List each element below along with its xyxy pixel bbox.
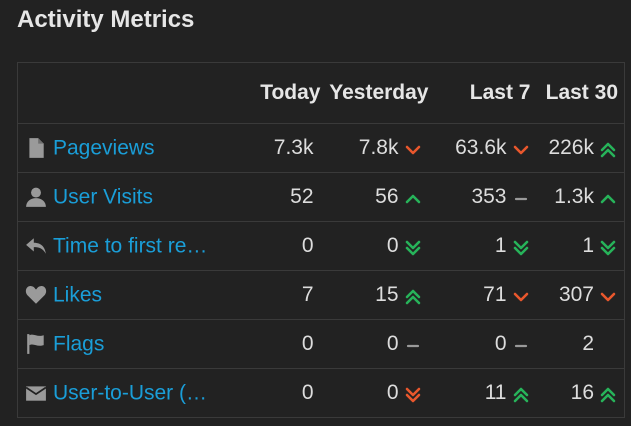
trend-empty	[598, 336, 618, 352]
trend-flat-icon	[511, 336, 531, 352]
metric-value[interactable]: 71	[483, 283, 507, 307]
trend-double-down-icon	[598, 238, 618, 256]
metric-value[interactable]: 7.8k	[358, 136, 399, 160]
metric-link[interactable]: Likes	[53, 283, 103, 307]
metric-value[interactable]: 63.6k	[455, 136, 507, 160]
envelope-icon	[25, 382, 47, 404]
metric-last30-cell: 1.3k	[536, 172, 625, 222]
trend-down-icon	[511, 287, 531, 303]
metric-value[interactable]: 307	[558, 283, 594, 307]
metric-label-cell: User-to-User (…	[17, 368, 251, 418]
reply-icon	[25, 235, 47, 257]
metric-value[interactable]: 16	[570, 381, 594, 405]
trend-double-up-icon	[403, 287, 423, 305]
header-last-7: Last 7	[469, 81, 531, 104]
trend-flat-icon	[403, 336, 423, 352]
heart-icon	[25, 284, 47, 306]
table-header-row: Today Yesterday Last 7 Last 30	[18, 63, 625, 124]
metric-link[interactable]: User Visits	[53, 185, 153, 209]
metric-link[interactable]: User-to-User (…	[53, 381, 208, 405]
trend-double-down-icon	[403, 385, 423, 403]
metric-value[interactable]: 0	[494, 332, 507, 356]
flag-icon	[25, 333, 47, 355]
trend-double-down-icon	[511, 238, 531, 256]
metric-today-cell: 0	[250, 221, 321, 271]
metric-last7-cell: 71	[428, 270, 537, 320]
table-row: Pageviews 7.3k 7.8k 63.6k 226k	[17, 123, 625, 173]
header-label-col	[18, 63, 251, 124]
trend-flat-icon	[511, 189, 531, 205]
metric-value[interactable]: 11	[484, 381, 507, 405]
trend-down-icon	[403, 140, 423, 156]
metric-today-cell: 52	[250, 172, 321, 222]
trend-down-icon	[598, 287, 618, 303]
metric-label-cell: Time to first re…	[17, 221, 251, 271]
header-yesterday: Yesterday	[329, 81, 429, 104]
file-icon	[25, 137, 47, 159]
table-row: Likes 7 15 71 307	[17, 270, 625, 320]
metric-last7-cell: 11	[428, 368, 537, 418]
header-today: Today	[260, 81, 321, 104]
metric-last7-cell: 1	[428, 221, 537, 271]
metric-today-cell: 7.3k	[250, 123, 321, 173]
metric-value[interactable]: 1.3k	[554, 185, 594, 209]
metric-value[interactable]: 0	[386, 332, 399, 356]
metric-link[interactable]: Time to first re…	[53, 234, 208, 258]
metric-value[interactable]: 0	[386, 381, 399, 405]
metric-value[interactable]: 56	[375, 185, 399, 209]
trend-double-up-icon	[511, 385, 531, 403]
metric-label-cell: Likes	[17, 270, 251, 320]
metric-link[interactable]: Flags	[53, 332, 105, 356]
header-last-30: Last 30	[545, 81, 618, 104]
metric-value[interactable]: 226k	[548, 136, 594, 160]
panel-title: Activity Metrics	[17, 6, 195, 33]
metric-label-cell: Flags	[17, 319, 251, 369]
metric-value[interactable]: 15	[375, 283, 399, 307]
metric-yesterday-cell: 15	[320, 270, 429, 320]
metric-value[interactable]: 353	[471, 185, 507, 209]
user-icon	[25, 186, 47, 208]
metric-value[interactable]: 1	[494, 234, 507, 258]
metric-value[interactable]: 0	[301, 234, 314, 258]
metric-yesterday-cell: 0	[320, 368, 429, 418]
metric-value[interactable]: 7.3k	[273, 136, 314, 160]
table-row: User Visits 52 56 353 1.3k	[17, 172, 625, 222]
metric-value[interactable]: 52	[290, 185, 314, 209]
metric-last7-cell: 63.6k	[428, 123, 537, 173]
metric-last30-cell: 1	[536, 221, 625, 271]
metric-value[interactable]: 2	[582, 332, 594, 356]
metrics-table: Today Yesterday Last 7 Last 30 Pageviews…	[17, 62, 625, 418]
metric-last30-cell: 2	[536, 319, 625, 369]
metric-today-cell: 0	[250, 368, 321, 418]
metric-value[interactable]: 7	[301, 283, 314, 307]
metric-last30-cell: 307	[536, 270, 625, 320]
trend-double-up-icon	[598, 140, 618, 158]
metric-value[interactable]: 0	[301, 381, 314, 405]
metric-yesterday-cell: 0	[320, 319, 429, 369]
table-row: Time to first re… 0 0 1 1	[17, 221, 625, 271]
metric-last7-cell: 0	[428, 319, 537, 369]
metric-last7-cell: 353	[428, 172, 537, 222]
trend-up-icon	[403, 189, 423, 205]
metric-today-cell: 7	[250, 270, 321, 320]
trend-double-up-icon	[598, 385, 618, 403]
metric-yesterday-cell: 7.8k	[320, 123, 429, 173]
table-row: User-to-User (… 0 0 11 16	[17, 368, 625, 418]
trend-double-down-icon	[403, 238, 423, 256]
table-row: Flags 0 0 0 2	[17, 319, 625, 369]
metric-last30-cell: 226k	[536, 123, 625, 173]
metric-link[interactable]: Pageviews	[53, 136, 155, 160]
metric-last30-cell: 16	[536, 368, 625, 418]
metric-yesterday-cell: 56	[320, 172, 429, 222]
trend-down-icon	[511, 140, 531, 156]
metric-yesterday-cell: 0	[320, 221, 429, 271]
metric-value[interactable]: 0	[386, 234, 399, 258]
trend-up-icon	[598, 189, 618, 205]
metric-today-cell: 0	[250, 319, 321, 369]
metric-value[interactable]: 1	[582, 234, 594, 258]
metric-label-cell: Pageviews	[17, 123, 251, 173]
metric-label-cell: User Visits	[17, 172, 251, 222]
metric-value[interactable]: 0	[301, 332, 314, 356]
